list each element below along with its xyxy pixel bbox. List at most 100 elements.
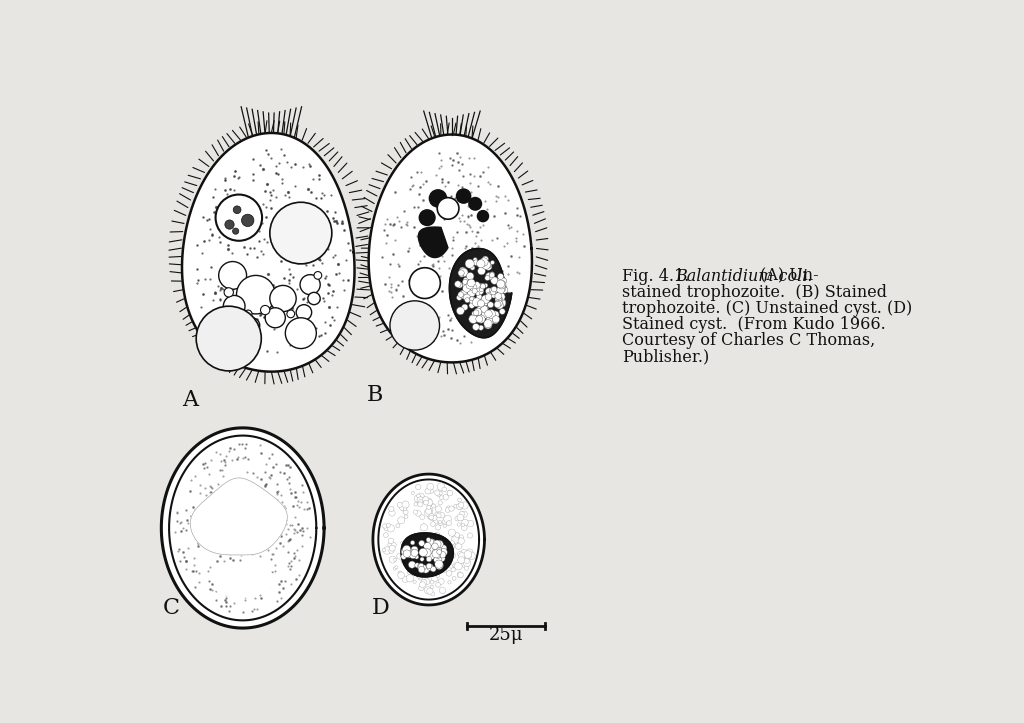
Circle shape [459,268,468,277]
Circle shape [389,506,394,512]
Circle shape [465,298,470,303]
Circle shape [452,533,457,537]
Circle shape [433,551,439,557]
Circle shape [403,508,407,510]
Circle shape [464,552,471,559]
Circle shape [462,294,467,299]
Circle shape [472,288,477,294]
Circle shape [439,587,445,594]
Circle shape [459,290,468,299]
Circle shape [441,568,446,573]
Polygon shape [369,134,531,362]
Circle shape [467,279,475,287]
Circle shape [467,281,471,285]
Circle shape [446,545,453,552]
Circle shape [443,524,446,527]
Circle shape [420,523,428,531]
Circle shape [500,278,507,284]
Circle shape [428,514,432,518]
Circle shape [435,553,440,558]
Circle shape [461,549,467,555]
Circle shape [415,539,418,543]
Circle shape [447,558,452,562]
Circle shape [497,300,503,306]
Circle shape [495,293,502,299]
Circle shape [427,483,433,490]
Text: Publisher.): Publisher.) [623,348,710,366]
Circle shape [417,573,422,578]
Text: A: A [182,389,199,411]
Circle shape [431,504,435,508]
Circle shape [460,267,466,273]
Circle shape [446,570,452,576]
Circle shape [401,557,408,564]
Circle shape [224,288,233,297]
Circle shape [462,560,469,568]
Circle shape [478,301,484,307]
Circle shape [475,309,482,315]
Circle shape [408,557,414,564]
Circle shape [476,294,482,300]
Circle shape [314,272,322,279]
Text: Stained cyst.  (From Kudo 1966.: Stained cyst. (From Kudo 1966. [623,316,886,333]
Circle shape [411,541,415,545]
Circle shape [457,307,464,315]
Circle shape [488,274,495,281]
Circle shape [439,552,445,558]
Circle shape [462,304,468,310]
Circle shape [445,508,451,513]
Circle shape [479,258,488,266]
Circle shape [393,567,396,570]
Circle shape [383,547,391,555]
Circle shape [462,503,466,508]
Circle shape [484,310,493,317]
Polygon shape [190,478,288,555]
Circle shape [458,573,463,578]
Circle shape [417,494,421,498]
Circle shape [409,561,416,568]
Circle shape [449,506,455,511]
Circle shape [440,542,444,546]
Circle shape [477,306,484,313]
Circle shape [483,306,487,310]
Circle shape [455,533,460,537]
Circle shape [426,539,429,542]
Circle shape [412,492,415,495]
Circle shape [436,574,439,578]
Circle shape [498,297,503,302]
Circle shape [425,509,432,516]
Circle shape [459,502,464,508]
Circle shape [439,544,446,552]
Circle shape [404,515,408,518]
Text: D: D [372,597,390,619]
Circle shape [490,290,496,295]
Circle shape [486,315,495,325]
Circle shape [399,505,406,510]
Circle shape [418,566,425,573]
Circle shape [433,533,440,539]
Circle shape [237,275,275,314]
Circle shape [433,519,438,524]
Circle shape [242,214,254,226]
Circle shape [414,510,418,514]
Circle shape [400,542,404,545]
Circle shape [389,510,395,516]
Circle shape [403,562,409,568]
Circle shape [474,308,482,316]
Circle shape [407,549,415,557]
Circle shape [416,546,422,552]
Circle shape [416,510,421,516]
Circle shape [492,286,497,292]
Circle shape [450,565,453,568]
Circle shape [469,302,475,308]
Polygon shape [215,563,276,597]
Circle shape [437,483,444,490]
Circle shape [459,273,464,277]
Circle shape [502,299,506,304]
Circle shape [457,282,463,288]
Circle shape [477,210,488,221]
Circle shape [451,553,456,558]
Circle shape [496,301,504,309]
Circle shape [498,278,504,283]
Circle shape [197,307,261,371]
